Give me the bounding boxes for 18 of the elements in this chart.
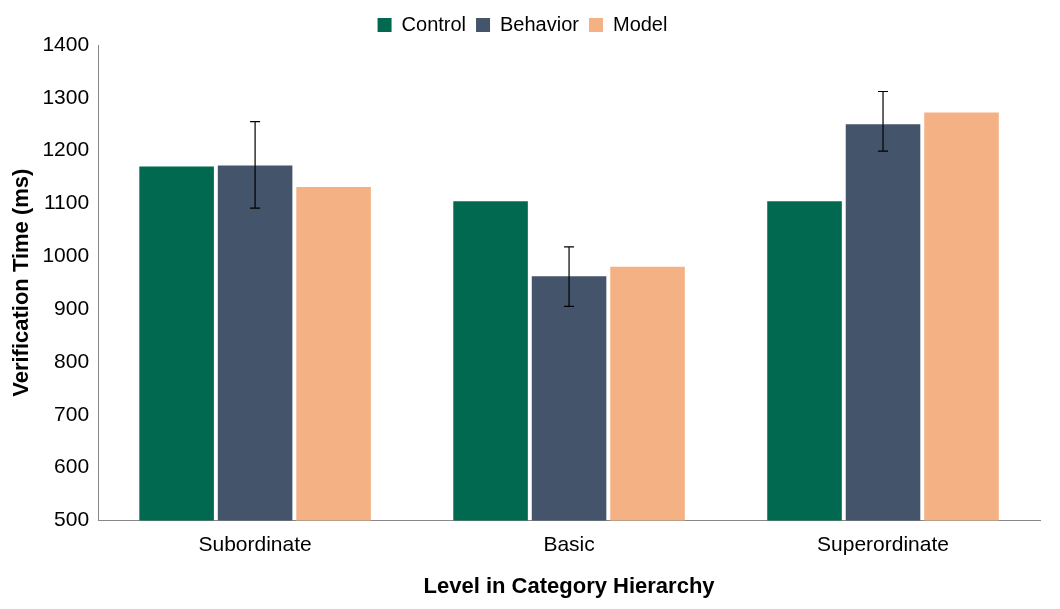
legend-label: Control (401, 12, 467, 35)
y-tick-label: 1000 (42, 243, 90, 267)
y-tick-label: 1200 (42, 137, 90, 161)
y-tick-label: 1400 (42, 31, 90, 55)
x-tick-label: Superordinate (817, 531, 949, 555)
y-tick-label: 1300 (42, 84, 90, 108)
legend-label: Behavior (500, 12, 580, 35)
y-tick-label: 700 (54, 401, 90, 425)
y-tick-label: 500 (54, 507, 90, 531)
y-tick-label: 900 (54, 295, 90, 319)
y-tick-label: 800 (54, 348, 90, 372)
legend-label: Model (612, 12, 668, 35)
y-tick-label: 1100 (43, 190, 90, 214)
y-tick-label: 600 (54, 454, 90, 478)
x-axis-title: Level in Category Hierarchy (423, 572, 716, 598)
x-tick-label: Subordinate (198, 531, 312, 555)
x-tick-label: Basic (543, 531, 595, 555)
y-axis-title: Verification Time (ms) (8, 168, 34, 397)
